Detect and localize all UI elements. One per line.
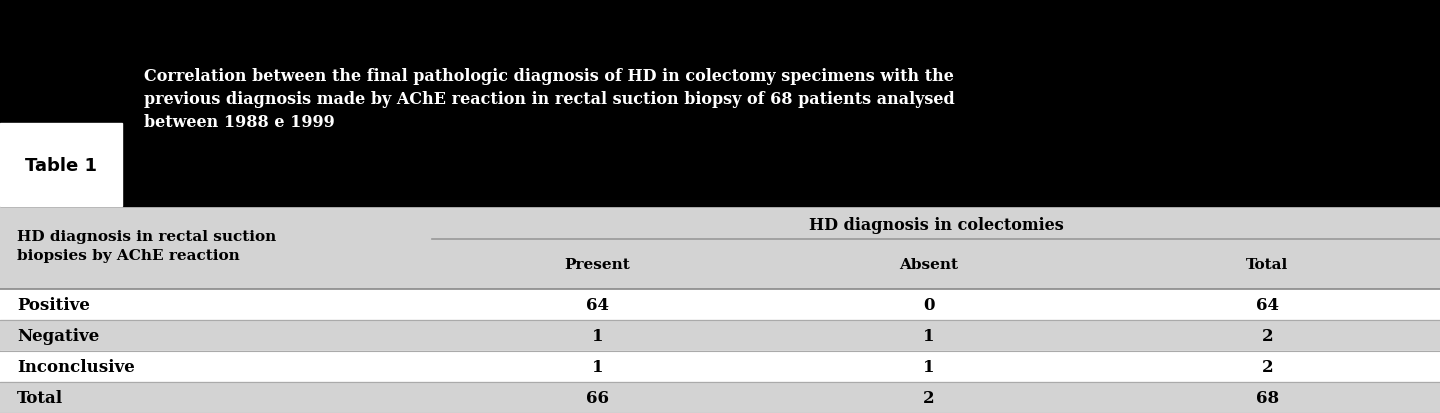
Text: 66: 66 (586, 389, 609, 406)
Text: HD diagnosis in rectal suction
biopsies by AChE reaction: HD diagnosis in rectal suction biopsies … (17, 230, 276, 263)
Bar (0, 0, 1440, 206)
Text: Absent: Absent (900, 257, 958, 271)
Text: 1: 1 (592, 327, 603, 344)
Text: Present: Present (564, 257, 631, 271)
Text: 1: 1 (592, 358, 603, 375)
Text: 64: 64 (1256, 296, 1279, 313)
Text: Total: Total (17, 389, 63, 406)
Bar (0, 320, 1440, 351)
Text: 68: 68 (1256, 389, 1279, 406)
Text: 2: 2 (1261, 358, 1273, 375)
Bar (0, 124, 122, 206)
Text: Negative: Negative (17, 327, 99, 344)
Bar (0, 351, 1440, 382)
Bar (0, 206, 1440, 289)
Bar (0, 382, 1440, 413)
Bar (0, 289, 1440, 320)
Text: HD diagnosis in colectomies: HD diagnosis in colectomies (809, 216, 1063, 233)
Text: Correlation between the final pathologic diagnosis of HD in colectomy specimens : Correlation between the final pathologic… (144, 68, 955, 131)
Text: 2: 2 (1261, 327, 1273, 344)
Text: 1: 1 (923, 327, 935, 344)
Text: Positive: Positive (17, 296, 91, 313)
Text: 2: 2 (923, 389, 935, 406)
Text: 64: 64 (586, 296, 609, 313)
Text: 0: 0 (923, 296, 935, 313)
Text: Total: Total (1246, 257, 1289, 271)
Text: Inconclusive: Inconclusive (17, 358, 135, 375)
Text: Table 1: Table 1 (26, 156, 98, 174)
Text: 1: 1 (923, 358, 935, 375)
